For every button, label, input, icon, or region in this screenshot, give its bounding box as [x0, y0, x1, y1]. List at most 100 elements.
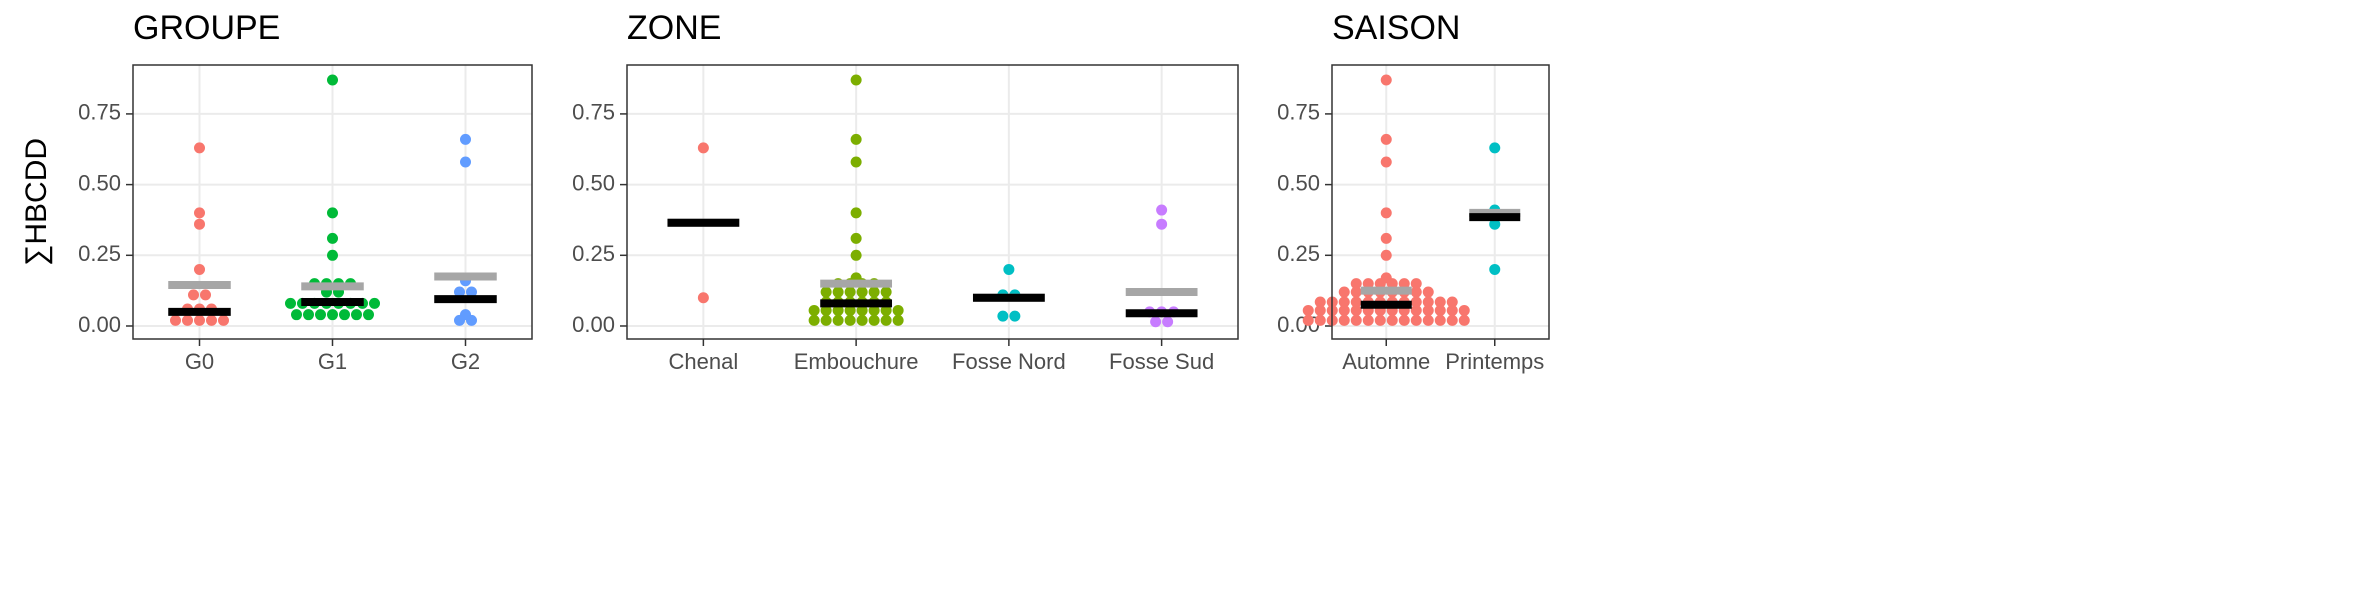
data-point: [820, 286, 832, 298]
data-point: [880, 286, 892, 298]
x-tick-label: G2: [451, 349, 480, 374]
data-point: [1410, 286, 1422, 298]
data-point: [1350, 314, 1362, 326]
data-point: [1314, 304, 1326, 316]
data-point: [200, 289, 211, 301]
x-tick-label: Fosse Nord: [952, 349, 1066, 374]
data-point: [1489, 218, 1501, 230]
data-point: [369, 297, 380, 309]
data-point: [285, 297, 296, 309]
data-point: [1338, 304, 1350, 316]
data-point: [303, 309, 314, 321]
y-tick-label: 0.75: [572, 100, 615, 125]
data-point: [466, 286, 477, 298]
data-point: [844, 286, 856, 298]
y-tick-label: 0.00: [78, 312, 121, 337]
data-point: [460, 133, 471, 145]
data-point: [315, 309, 326, 321]
y-tick-label: 0.25: [78, 241, 121, 266]
data-point: [218, 314, 229, 326]
data-point: [1350, 296, 1362, 308]
x-tick-label: Automne: [1342, 349, 1430, 374]
data-point: [1446, 304, 1458, 316]
data-point: [820, 304, 832, 316]
y-axis-label: ∑HBCDD: [20, 138, 53, 266]
x-tick-label: Chenal: [669, 349, 739, 374]
panel-title: SAISON: [1332, 9, 1460, 47]
data-point: [1150, 316, 1162, 328]
data-point: [1314, 314, 1326, 326]
data-point: [1410, 314, 1422, 326]
y-tick-label: 0.25: [572, 241, 615, 266]
x-tick-label: Fosse Sud: [1109, 349, 1214, 374]
data-point: [1446, 296, 1458, 308]
data-point: [1003, 263, 1015, 275]
x-tick-label: Embouchure: [794, 349, 919, 374]
data-point: [856, 286, 868, 298]
data-point: [1398, 278, 1410, 290]
data-point: [1350, 278, 1362, 290]
data-point: [1302, 314, 1314, 326]
data-point: [1380, 249, 1392, 261]
data-point: [1422, 296, 1434, 308]
data-point: [327, 74, 338, 86]
data-point: [194, 263, 205, 275]
data-point: [1380, 133, 1392, 145]
data-point: [339, 309, 350, 321]
x-tick-label: Printemps: [1445, 349, 1544, 374]
y-tick-label: 0.75: [1277, 100, 1320, 125]
data-point: [1338, 314, 1350, 326]
data-point: [856, 314, 868, 326]
data-point: [1380, 232, 1392, 244]
data-point: [1489, 142, 1501, 154]
data-point: [351, 309, 362, 321]
y-tick-label: 0.75: [78, 100, 121, 125]
panel-border: [626, 64, 1239, 340]
data-point: [1434, 314, 1446, 326]
x-tick-label: G1: [318, 349, 347, 374]
data-point: [1009, 310, 1021, 322]
panel-border: [1331, 64, 1550, 340]
data-point: [327, 232, 338, 244]
data-point: [832, 314, 844, 326]
data-point: [997, 310, 1009, 322]
data-point: [820, 314, 832, 326]
data-point: [880, 304, 892, 316]
data-point: [194, 218, 205, 230]
y-tick-label: 0.50: [78, 170, 121, 195]
data-point: [1489, 263, 1501, 275]
data-point: [1380, 207, 1392, 219]
data-point: [363, 309, 374, 321]
panel-background: [627, 65, 1238, 339]
data-point: [194, 207, 205, 219]
data-point: [1386, 278, 1398, 290]
panel-border: [132, 64, 533, 340]
data-point: [1374, 278, 1386, 290]
data-point: [188, 289, 199, 301]
data-point: [1374, 314, 1386, 326]
data-point: [850, 232, 862, 244]
data-point: [844, 314, 856, 326]
data-point: [327, 309, 338, 321]
data-point: [868, 314, 880, 326]
y-tick-label: 0.00: [1277, 312, 1320, 337]
data-point: [1380, 156, 1392, 168]
data-point: [1156, 204, 1168, 216]
data-point: [1422, 304, 1434, 316]
data-point: [697, 142, 709, 154]
y-tick-label: 0.25: [1277, 241, 1320, 266]
data-point: [850, 74, 862, 86]
data-point: [844, 304, 856, 316]
data-point: [194, 314, 205, 326]
data-point: [454, 314, 465, 326]
data-point: [460, 156, 471, 168]
data-point: [808, 304, 820, 316]
y-tick-label: 0.50: [572, 170, 615, 195]
data-point: [1458, 314, 1470, 326]
data-point: [850, 156, 862, 168]
data-point: [1350, 304, 1362, 316]
data-point: [1434, 296, 1446, 308]
data-point: [856, 304, 868, 316]
data-point: [1380, 74, 1392, 86]
